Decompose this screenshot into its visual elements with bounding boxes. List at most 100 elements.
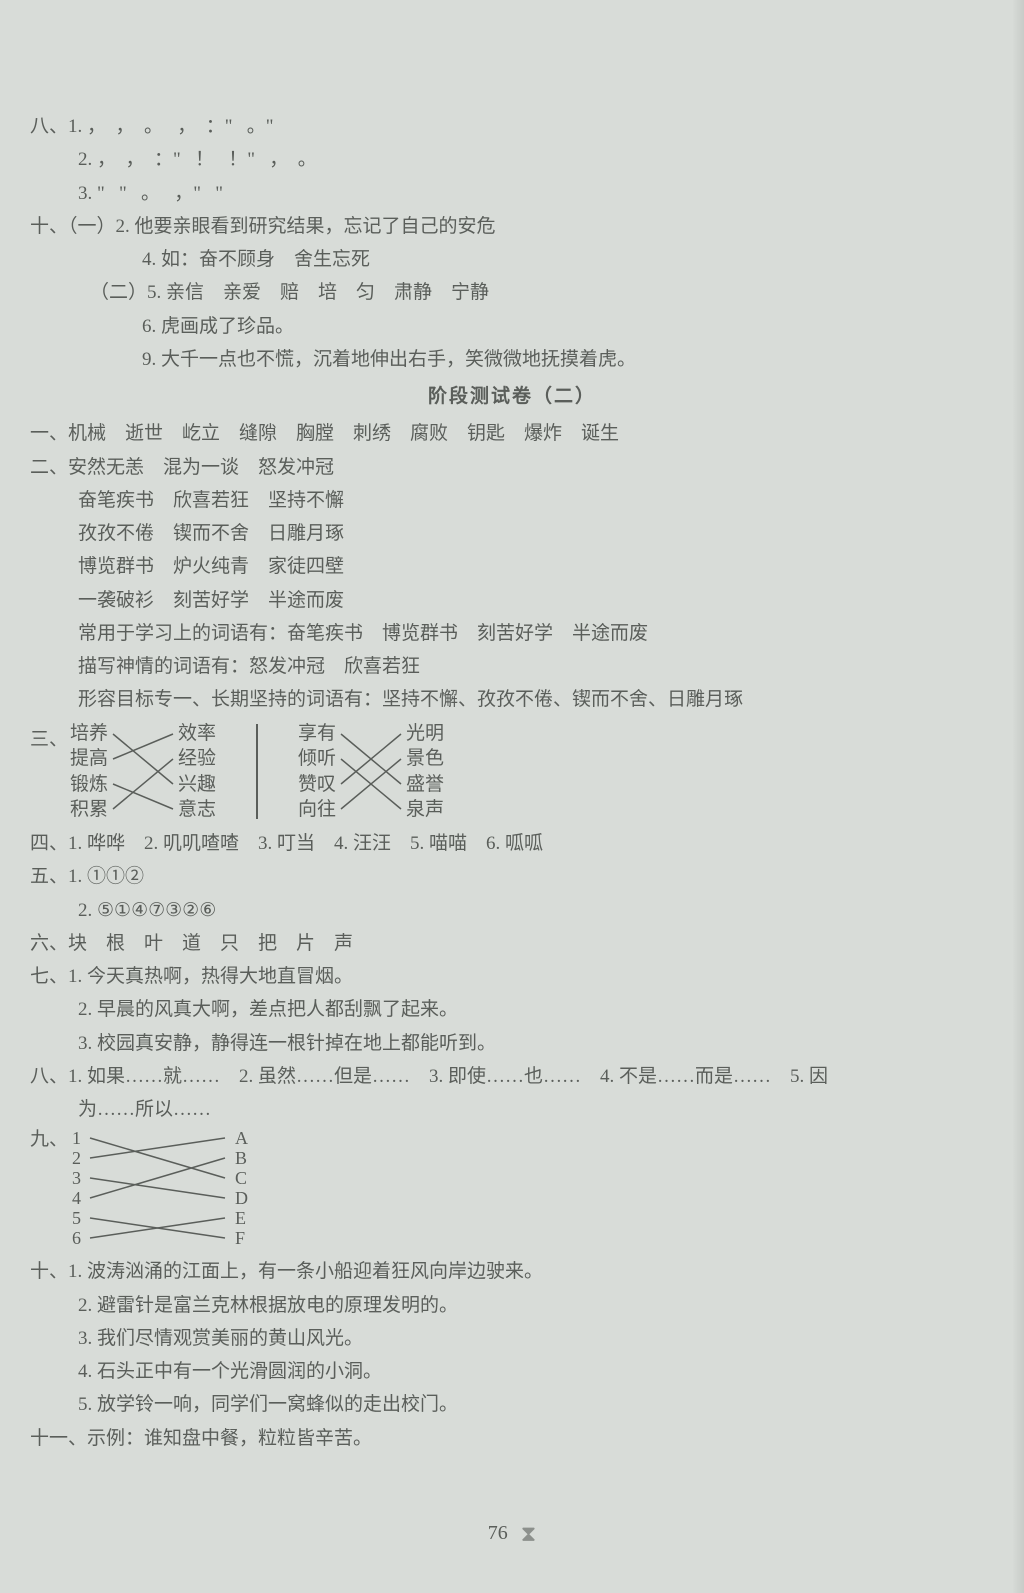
s3-rightA-3: 向往 [298, 797, 336, 823]
s2-line1: 二、安然无恙 混为一谈 怒发冲冠 [30, 451, 994, 484]
s2-l7: 描写神情的词语有：怒发冲冠 欣喜若狂 [30, 650, 994, 683]
s9-svg: 1 2 3 4 5 6 A B C D E F [70, 1128, 260, 1253]
s3-rightB-2: 盛誉 [406, 772, 444, 798]
s11-label: 十一、 [30, 1428, 87, 1449]
s3-cross2 [336, 722, 406, 822]
s10-l1: 1. 波涛汹涌的江面上，有一条小船迎着狂风向岸边驶来。 [68, 1261, 543, 1282]
s3-leftA-1: 提高 [70, 746, 108, 772]
s3-leftB-0: 效率 [178, 721, 216, 747]
s9-left-3: 4 [72, 1188, 81, 1208]
s3-rightA: 享有 倾听 赞叹 向往 [298, 721, 336, 824]
s9-right-4: E [235, 1208, 246, 1228]
s2-l1: 安然无恙 混为一谈 怒发冲冠 [68, 457, 334, 478]
s2-l6: 常用于学习上的词语有：奋笔疾书 博览群书 刻苦好学 半途而废 [30, 617, 994, 650]
q10a-line1: 十、（一）2. 他要亲眼看到研究结果，忘记了自己的安危 [30, 210, 994, 243]
s2-l3: 孜孜不倦 锲而不舍 日雕月琢 [30, 517, 994, 550]
s2-l5: 一袭破衫 刻苦好学 半途而废 [30, 584, 994, 617]
s3-leftA-2: 锻炼 [70, 772, 108, 798]
s4-text: 1. 哗哗 2. 叽叽喳喳 3. 叮当 4. 汪汪 5. 喵喵 6. 呱呱 [68, 833, 543, 854]
q10a-p1: （一）2. 他要亲眼看到研究结果，忘记了自己的安危 [68, 216, 496, 237]
s8-l1: 1. 如果……就…… 2. 虽然……但是…… 3. 即使……也…… 4. 不是…… [68, 1066, 828, 1087]
q8-l1: 1. ， ， 。 ， ：" 。" [68, 116, 274, 137]
s9-label: 九、 [30, 1128, 70, 1153]
s1-label: 一、 [30, 423, 68, 444]
s10-l4: 4. 石头正中有一个光滑圆润的小洞。 [30, 1355, 994, 1388]
s3-rightB-1: 景色 [406, 746, 444, 772]
s2-l4: 博览群书 炉火纯青 家徒四壁 [30, 550, 994, 583]
s3-cross1 [108, 722, 178, 822]
s7-l2: 2. 早晨的风真大啊，差点把人都刮飘了起来。 [30, 993, 994, 1026]
s9-right-2: C [235, 1168, 247, 1188]
q8-label: 八、 [30, 116, 68, 137]
s4-label: 四、 [30, 833, 68, 854]
q10a-label: 十、 [30, 216, 68, 237]
page-number-container: 76 ⧗ [0, 1515, 1024, 1554]
s3-leftB: 效率 经验 兴趣 意志 [178, 721, 216, 824]
s10-label: 十、 [30, 1261, 68, 1282]
s7-l3: 3. 校园真安静，静得连一根针掉在地上都能听到。 [30, 1027, 994, 1060]
s9-left-2: 3 [72, 1168, 81, 1188]
q8-l3: 3. " " 。 ，" " [30, 177, 994, 210]
s3-leftA-3: 积累 [70, 797, 108, 823]
s3-container: 三、 培养 提高 锻炼 积累 效率 经验 兴趣 意志 享有 倾听 赞叹 向往 [30, 721, 994, 824]
s3-divider [256, 724, 258, 819]
s10-l3: 3. 我们尽情观赏美丽的黄山风光。 [30, 1322, 994, 1355]
q10a-p1-4: 4. 如：奋不顾身 舍生忘死 [30, 243, 994, 276]
s3-leftA: 培养 提高 锻炼 积累 [70, 721, 108, 824]
q10a-p2-6: 6. 虎画成了珍品。 [30, 310, 994, 343]
s3-rightA-2: 赞叹 [298, 772, 336, 798]
s3-leftB-1: 经验 [178, 746, 216, 772]
page-number: 76 [488, 1522, 508, 1544]
s10-l5: 5. 放学铃一响，同学们一窝蜂似的走出校门。 [30, 1388, 994, 1421]
s2-l8: 形容目标专一、长期坚持的词语有：坚持不懈、孜孜不倦、锲而不舍、日雕月琢 [30, 683, 994, 716]
s9-right-5: F [235, 1228, 245, 1248]
s3-rightB-3: 泉声 [406, 797, 444, 823]
s8-line1: 八、1. 如果……就…… 2. 虽然……但是…… 3. 即使……也…… 4. 不… [30, 1060, 994, 1093]
s7-l1: 1. 今天真热啊，热得大地直冒烟。 [68, 966, 353, 987]
q10a-p2: （二）5. 亲信 亲爱 赔 培 匀 肃静 宁静 [30, 276, 994, 309]
s11-text: 示例：谁知盘中餐，粒粒皆辛苦。 [87, 1428, 372, 1449]
s11-line: 十一、示例：谁知盘中餐，粒粒皆辛苦。 [30, 1422, 994, 1455]
s7-label: 七、 [30, 966, 68, 987]
s3-rightB-0: 光明 [406, 721, 444, 747]
s3-rightA-0: 享有 [298, 721, 336, 747]
s6-label: 六、 [30, 933, 68, 954]
s3-leftB-3: 意志 [178, 797, 216, 823]
q8-line1: 八、1. ， ， 。 ， ：" 。" [30, 110, 994, 143]
page-stamp-icon: ⧗ [521, 1515, 536, 1554]
s7-line1: 七、1. 今天真热啊，热得大地直冒烟。 [30, 960, 994, 993]
s5-line1: 五、1. ①①② [30, 860, 994, 893]
s3-group1: 培养 提高 锻炼 积累 效率 经验 兴趣 意志 [70, 721, 216, 824]
q8-l2: 2. ， ， ：" ！ ！" ， 。 [30, 143, 994, 176]
s2-l2: 奋笔疾书 欣喜若狂 坚持不懈 [30, 484, 994, 517]
s1-line: 一、机械 逝世 屹立 缝隙 胸膛 刺绣 腐败 钥匙 爆炸 诞生 [30, 417, 994, 450]
s5-l2: 2. ⑤①④⑦③②⑥ [30, 894, 994, 927]
s9-left-1: 2 [72, 1148, 81, 1168]
s8-l2: 为……所以…… [30, 1093, 994, 1126]
s2-label: 二、 [30, 457, 68, 478]
section-title: 阶段测试卷（二） [30, 380, 994, 413]
s3-leftB-2: 兴趣 [178, 772, 216, 798]
s3-rightA-1: 倾听 [298, 746, 336, 772]
s6-text: 块 根 叶 道 只 把 片 声 [68, 933, 353, 954]
s3-label: 三、 [30, 721, 70, 756]
q10a-p2-9: 9. 大千一点也不慌，沉着地伸出右手，笑微微地抚摸着虎。 [30, 343, 994, 376]
s9-left-5: 6 [72, 1228, 81, 1248]
s4-line: 四、1. 哗哗 2. 叽叽喳喳 3. 叮当 4. 汪汪 5. 喵喵 6. 呱呱 [30, 827, 994, 860]
s3-group2: 享有 倾听 赞叹 向往 光明 景色 盛誉 泉声 [298, 721, 444, 824]
s3-leftA-0: 培养 [70, 721, 108, 747]
s9-right-1: B [235, 1148, 247, 1168]
s9-right-3: D [235, 1188, 248, 1208]
s9-container: 九、 1 2 3 4 5 6 A B C D E F [30, 1128, 994, 1253]
s6-line: 六、块 根 叶 道 只 把 片 声 [30, 927, 994, 960]
s9-left-0: 1 [72, 1128, 81, 1148]
s9-left-4: 5 [72, 1208, 81, 1228]
s1-text: 机械 逝世 屹立 缝隙 胸膛 刺绣 腐败 钥匙 爆炸 诞生 [68, 423, 619, 444]
s10-line1: 十、1. 波涛汹涌的江面上，有一条小船迎着狂风向岸边驶来。 [30, 1255, 994, 1288]
s5-label: 五、 [30, 866, 68, 887]
s8-label: 八、 [30, 1066, 68, 1087]
s9-right-0: A [235, 1128, 248, 1148]
s3-rightB: 光明 景色 盛誉 泉声 [406, 721, 444, 824]
s5-l1: 1. ①①② [68, 866, 144, 887]
s10-l2: 2. 避雷针是富兰克林根据放电的原理发明的。 [30, 1289, 994, 1322]
